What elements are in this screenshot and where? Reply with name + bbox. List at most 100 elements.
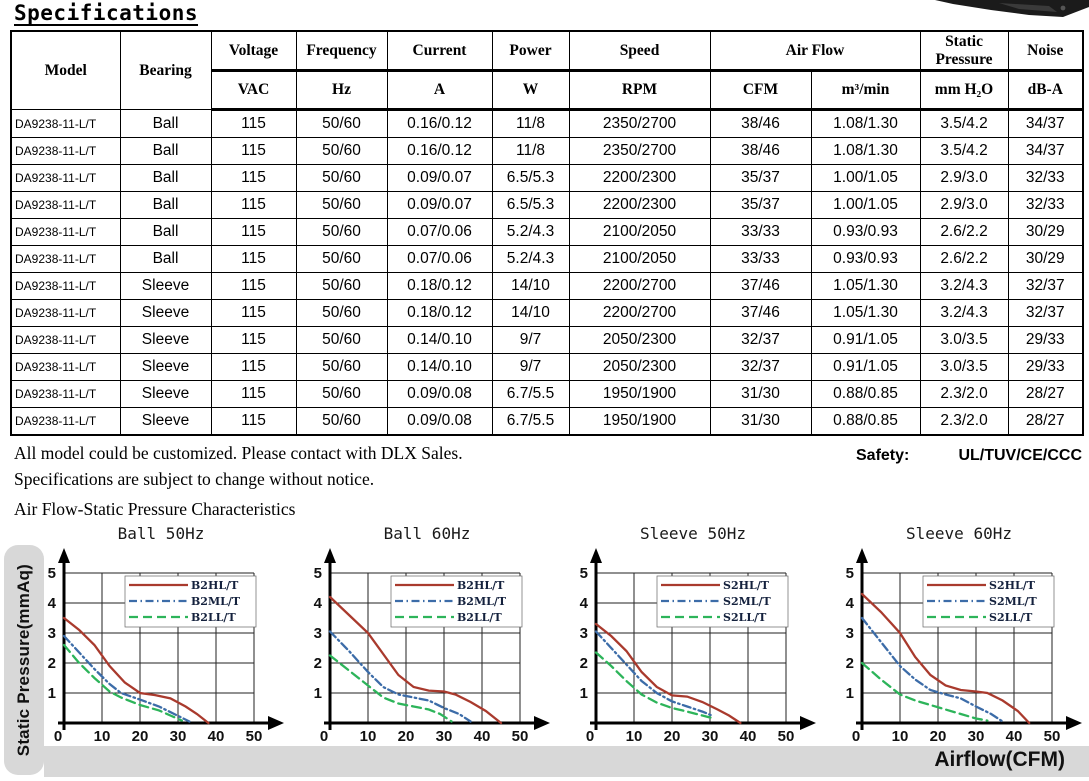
table-cell: 1.00/1.05 (810, 164, 921, 192)
table-cell: 6.5/5.3 (491, 164, 570, 192)
note-subject-to-change: Specifications are subject to change wit… (14, 469, 375, 489)
table-cell: 0.16/0.12 (386, 109, 493, 138)
table-cell: 50/60 (295, 407, 388, 436)
x-axis-arrow-icon (1066, 716, 1082, 730)
table-cell: 32/37 (709, 326, 812, 354)
table-cell: 2200/2700 (568, 272, 711, 300)
series-B2LL/T (62, 643, 183, 722)
table-cell: 50/60 (295, 380, 388, 408)
series-B2LL/T (328, 654, 453, 723)
table-cell: 5.2/4.3 (491, 245, 570, 273)
table-cell: 2100/2050 (568, 218, 711, 246)
svg-text:40: 40 (208, 728, 225, 745)
table-cell: 115 (210, 353, 297, 381)
table-cell: 3.2/4.3 (919, 299, 1009, 327)
unit-airflow-cfm: CFM (709, 70, 812, 111)
svg-text:4: 4 (846, 595, 855, 612)
table-cell: 30/29 (1007, 245, 1084, 273)
table-cell: DA9238-11-L/T (10, 245, 121, 273)
table-cell: DA9238-11-L/T (10, 407, 121, 436)
table-row: DA9238-11-L/T Ball 115 50/60 0.07/0.06 5.2/4.… (10, 245, 1084, 273)
svg-text:20: 20 (132, 728, 149, 745)
unit-power: W (491, 70, 570, 111)
chart-section-title: Air Flow-Static Pressure Characteristics (14, 499, 296, 519)
y-axis-arrow-icon (856, 548, 868, 563)
table-cell: 50/60 (295, 245, 388, 273)
table-cell: 2350/2700 (568, 109, 711, 138)
legend: B2HL/T B2ML/T B2LL/T (124, 575, 257, 628)
table-cell: 1.08/1.30 (810, 137, 921, 165)
table-cell: 38/46 (709, 109, 812, 138)
svg-text:2: 2 (48, 655, 56, 672)
specifications-table: Model Bearing Voltage Frequency Current … (10, 30, 1085, 436)
series-B2ML/T (328, 630, 472, 723)
legend-label: S2HL/T (989, 579, 1036, 592)
table-cell: 0.07/0.06 (386, 218, 493, 246)
svg-text:50: 50 (778, 728, 795, 745)
svg-text:40: 40 (474, 728, 491, 745)
table-row: DA9238-11-L/T Sleeve 115 50/60 0.18/0.12 14/1… (10, 272, 1084, 300)
charts-row: Ball 50Hz 1 2 3 4 5 0 10 20 30 40 50 B2HL/T B2ML/T B2L… (22, 524, 1088, 750)
svg-text:0: 0 (852, 728, 860, 745)
spec-table-body: DA9238-11-L/T Ball 115 50/60 0.16/0.12 11/8 23… (10, 109, 1084, 436)
table-cell: 1.00/1.05 (810, 191, 921, 219)
chart-title: Ball 50Hz (117, 524, 205, 543)
table-cell: 6.5/5.3 (491, 191, 570, 219)
table-cell: DA9238-11-L/T (10, 191, 121, 219)
table-cell: 3.0/3.5 (919, 353, 1009, 381)
page-title: Specifications (14, 1, 199, 25)
table-cell: 2.6/2.2 (919, 245, 1009, 273)
table-cell: 29/33 (1007, 326, 1084, 354)
chart-title: Sleeve 60Hz (906, 524, 1012, 543)
table-cell: Sleeve (119, 272, 212, 300)
legend: B2HL/T B2ML/T B2LL/T (390, 575, 523, 628)
table-cell: 115 (210, 137, 297, 165)
series-S2HL/T (594, 622, 742, 725)
legend-label: B2ML/T (457, 595, 507, 608)
unit-static-pressure: mm H₂O (919, 70, 1009, 111)
table-cell: 50/60 (295, 299, 388, 327)
table-cell: Ball (119, 137, 212, 165)
table-cell: 0.18/0.12 (386, 272, 493, 300)
table-cell: 0.14/0.10 (386, 353, 493, 381)
svg-text:4: 4 (48, 595, 57, 612)
table-row: DA9238-11-L/T Ball 115 50/60 0.16/0.12 11/8 23… (10, 137, 1084, 165)
legend-label: S2HL/T (723, 579, 770, 592)
table-cell: 0.91/1.05 (810, 326, 921, 354)
y-axis-band: Static Pressure(mmAq) (4, 545, 44, 775)
legend-label: B2LL/T (457, 611, 502, 624)
table-cell: 6.7/5.5 (491, 380, 570, 408)
series-S2HL/T (860, 592, 1031, 725)
table-cell: DA9238-11-L/T (10, 299, 121, 327)
table-row: DA9238-11-L/T Ball 115 50/60 0.07/0.06 5.2/4.… (10, 218, 1084, 246)
svg-text:30: 30 (702, 728, 719, 745)
table-cell: 2350/2700 (568, 137, 711, 165)
table-cell: Ball (119, 164, 212, 192)
series-S2ML/T (860, 616, 1004, 723)
table-cell: DA9238-11-L/T (10, 326, 121, 354)
chart-sleeve-60hz: Sleeve 60Hz 1 2 3 4 5 0 10 20 30 40 50 S2HL/T S2ML/T S… (820, 524, 1086, 750)
table-cell: 0.09/0.08 (386, 380, 493, 408)
table-cell: 6.7/5.5 (491, 407, 570, 436)
table-row: DA9238-11-L/T Ball 115 50/60 0.09/0.07 6.5/5.… (10, 191, 1084, 219)
table-cell: DA9238-11-L/T (10, 109, 121, 138)
safety-label: Safety: (856, 447, 910, 464)
table-cell: 2.3/2.0 (919, 380, 1009, 408)
table-cell: 9/7 (491, 326, 570, 354)
table-cell: 2100/2050 (568, 245, 711, 273)
x-axis-label: Airflow(CFM) (934, 748, 1065, 771)
table-cell: Ball (119, 245, 212, 273)
table-cell: 2200/2700 (568, 299, 711, 327)
table-cell: 0.88/0.85 (810, 380, 921, 408)
table-cell: 30/29 (1007, 218, 1084, 246)
table-row: DA9238-11-L/T Sleeve 115 50/60 0.09/0.08 6.7/… (10, 380, 1084, 408)
table-cell: 2050/2300 (568, 353, 711, 381)
svg-text:0: 0 (586, 728, 594, 745)
col-header-airflow: Air Flow (709, 30, 921, 72)
table-cell: 32/37 (1007, 299, 1084, 327)
svg-text:4: 4 (580, 595, 589, 612)
table-cell: 2.3/2.0 (919, 407, 1009, 436)
